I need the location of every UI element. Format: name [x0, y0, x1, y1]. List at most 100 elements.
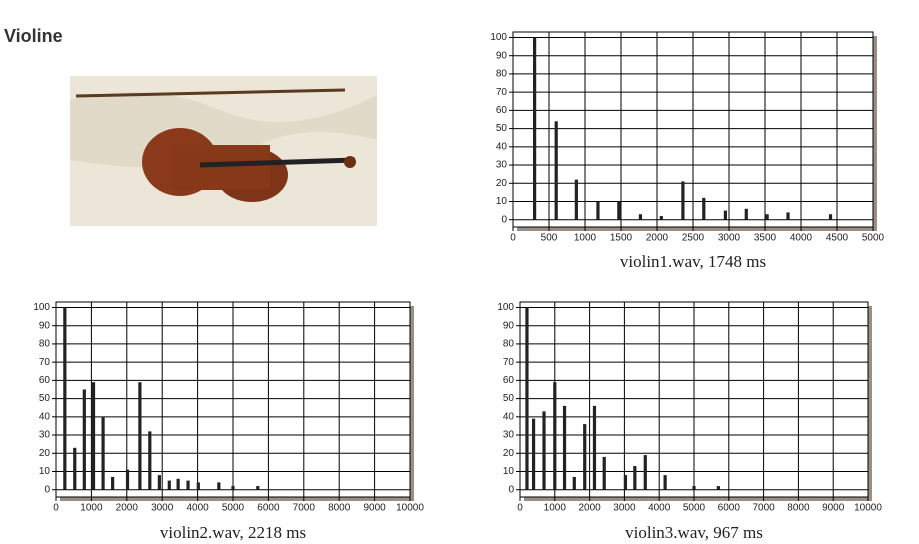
x-tick-label: 3000: [151, 503, 174, 514]
y-tick-label: 20: [503, 448, 515, 459]
y-tick-label: 100: [497, 302, 514, 313]
spectrum-peak: [533, 37, 537, 220]
y-tick-label: 100: [490, 32, 507, 43]
spectrum-peak: [553, 382, 557, 490]
spectrum-peak: [138, 382, 142, 490]
spectrum-peak: [592, 405, 597, 490]
x-tick-label: 5000: [222, 503, 245, 514]
spectrum-peak: [643, 455, 647, 490]
spectrum-peak: [63, 307, 67, 490]
spectrum-peak: [574, 179, 578, 220]
y-tick-label: 10: [503, 466, 515, 477]
x-tick-label: 4000: [648, 503, 671, 514]
y-tick-label: 70: [496, 87, 508, 98]
x-tick-label: 1000: [574, 233, 597, 244]
x-tick-label: 10000: [854, 503, 882, 514]
y-tick-label: 20: [39, 448, 51, 459]
spectrum-peak: [256, 486, 260, 490]
spectrum-peak: [525, 307, 529, 490]
spectrum-peak: [681, 181, 685, 220]
y-tick-label: 90: [39, 320, 51, 331]
spectrum-peak: [828, 214, 833, 220]
spectrum-peak: [231, 486, 235, 490]
x-tick-label: 7000: [752, 503, 775, 514]
y-tick-label: 30: [503, 430, 515, 441]
x-tick-label: 5000: [683, 503, 706, 514]
spectrum-peak: [786, 212, 790, 220]
y-tick-label: 60: [39, 375, 51, 386]
spectrum-peak: [623, 475, 628, 490]
chart-caption: violin3.wav, 967 ms: [625, 523, 763, 542]
x-tick-label: 4000: [790, 233, 813, 244]
y-tick-label: 40: [496, 141, 508, 152]
spectrum-peak: [692, 486, 696, 490]
y-tick-label: 70: [39, 357, 51, 368]
y-tick-label: 40: [503, 411, 515, 422]
chart-caption: violin1.wav, 1748 ms: [620, 252, 766, 271]
spectrum-peak: [716, 486, 720, 490]
spectrum-peak: [633, 466, 637, 490]
x-tick-label: 1000: [80, 503, 103, 514]
spectrum-peak: [638, 214, 643, 220]
y-tick-label: 50: [503, 393, 515, 404]
x-tick-label: 0: [517, 503, 523, 514]
y-tick-label: 10: [39, 466, 51, 477]
x-tick-label: 10000: [396, 503, 424, 514]
spectrum-peak: [531, 418, 536, 490]
spectrum-peak: [659, 216, 663, 220]
spectrum-peak: [542, 411, 546, 490]
x-tick-label: 5000: [862, 233, 885, 244]
spectrum-peak: [111, 476, 115, 490]
y-tick-label: 90: [503, 320, 515, 331]
y-tick-label: 40: [39, 411, 51, 422]
violin-photo: [70, 76, 377, 226]
spectrum-peak: [744, 208, 748, 220]
spectrum-peak: [91, 382, 96, 490]
x-tick-label: 3000: [613, 503, 636, 514]
y-tick-label: 80: [39, 339, 51, 350]
x-tick-label: 0: [510, 233, 516, 244]
spectrum-peak: [602, 456, 606, 490]
y-tick-label: 30: [496, 160, 508, 171]
spectrum-peak: [562, 405, 567, 490]
spectrum-peak: [596, 201, 600, 220]
spectrum-peak: [125, 469, 130, 490]
spectrum-peak: [186, 480, 190, 490]
spectrum-peak: [702, 197, 706, 220]
x-tick-label: 3500: [754, 233, 777, 244]
y-tick-label: 90: [496, 50, 508, 61]
x-tick-label: 2000: [116, 503, 139, 514]
spectrum-peak: [572, 476, 576, 490]
spectrum-peak: [583, 424, 587, 490]
x-tick-label: 3000: [718, 233, 741, 244]
spectrum-peak: [765, 214, 769, 220]
y-tick-label: 30: [39, 430, 51, 441]
page-title: Violine: [4, 26, 63, 46]
spectrum-peak: [723, 210, 727, 220]
y-tick-label: 60: [496, 105, 508, 116]
spectrum-peak: [176, 478, 180, 490]
spectrum-peak: [554, 121, 558, 220]
spectrum-peak: [167, 480, 171, 490]
chart-caption: violin2.wav, 2218 ms: [160, 523, 306, 542]
spectrum-peak: [101, 416, 105, 490]
x-tick-label: 0: [53, 503, 59, 514]
y-tick-label: 50: [496, 123, 508, 134]
x-tick-label: 500: [541, 233, 558, 244]
y-tick-label: 70: [503, 357, 515, 368]
y-tick-label: 10: [496, 196, 508, 207]
y-tick-label: 100: [33, 302, 50, 313]
x-tick-label: 8000: [787, 503, 810, 514]
y-tick-label: 0: [508, 484, 514, 495]
spectrum-peak: [148, 431, 152, 490]
spectrum-peak: [217, 482, 221, 490]
spectrum-peak: [196, 482, 200, 490]
x-tick-label: 2000: [578, 503, 601, 514]
y-tick-label: 80: [496, 69, 508, 80]
y-tick-label: 50: [39, 393, 51, 404]
x-tick-label: 2000: [646, 233, 669, 244]
y-tick-label: 80: [503, 339, 515, 350]
y-tick-label: 60: [503, 375, 515, 386]
